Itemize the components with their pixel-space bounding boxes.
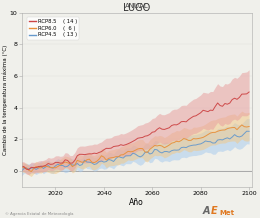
Legend: RCP8.5    ( 14 ), RCP6.0    (  6 ), RCP4.5    ( 13 ): RCP8.5 ( 14 ), RCP6.0 ( 6 ), RCP4.5 ( 13… [27,17,79,39]
Text: A: A [203,206,210,216]
Y-axis label: Cambio de la temperatura máxima (°C): Cambio de la temperatura máxima (°C) [3,45,8,155]
Text: © Agencia Estatal de Meteorología: © Agencia Estatal de Meteorología [5,212,74,216]
Title: LUGO: LUGO [123,3,150,13]
Text: Met: Met [220,210,235,216]
Text: ANUAL: ANUAL [125,3,148,9]
X-axis label: Año: Año [129,198,144,206]
Text: E: E [211,206,217,216]
